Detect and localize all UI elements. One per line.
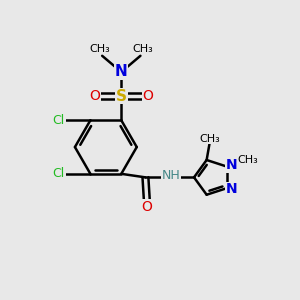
Text: N: N	[225, 182, 237, 196]
Text: NH: NH	[162, 169, 180, 182]
Text: O: O	[142, 200, 152, 214]
Text: CH₃: CH₃	[89, 44, 110, 54]
Text: N: N	[115, 64, 128, 80]
Text: CH₃: CH₃	[199, 134, 220, 144]
Text: O: O	[89, 89, 100, 103]
Text: CH₃: CH₃	[132, 44, 153, 54]
Text: S: S	[116, 88, 127, 104]
Text: O: O	[142, 89, 153, 103]
Text: Cl: Cl	[53, 114, 65, 127]
Text: N: N	[225, 158, 237, 172]
Text: Cl: Cl	[53, 167, 65, 180]
Text: CH₃: CH₃	[238, 155, 259, 165]
